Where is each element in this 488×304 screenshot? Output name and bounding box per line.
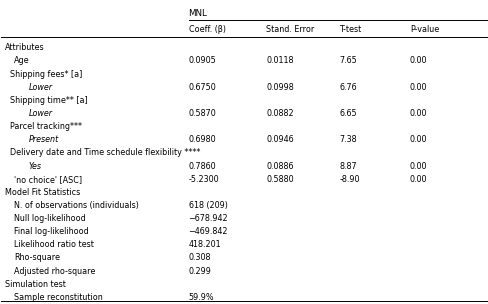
Text: 0.308: 0.308	[188, 254, 211, 262]
Text: 418.201: 418.201	[188, 240, 221, 249]
Text: 6.76: 6.76	[339, 83, 356, 92]
Text: Parcel tracking***: Parcel tracking***	[10, 122, 81, 131]
Text: 0.0886: 0.0886	[266, 161, 293, 171]
Text: 618 (209): 618 (209)	[188, 201, 227, 210]
Text: −469.842: −469.842	[188, 227, 227, 236]
Text: Adjusted rho-square: Adjusted rho-square	[14, 267, 95, 276]
Text: Shipping fees* [a]: Shipping fees* [a]	[10, 70, 82, 78]
Text: 7.65: 7.65	[339, 57, 356, 65]
Text: Lower: Lower	[29, 83, 53, 92]
Text: 0.0905: 0.0905	[188, 57, 216, 65]
Text: 0.5870: 0.5870	[188, 109, 216, 118]
Text: Attributes: Attributes	[5, 43, 45, 52]
Text: P-value: P-value	[409, 25, 438, 34]
Text: 0.6750: 0.6750	[188, 83, 216, 92]
Text: Simulation test: Simulation test	[5, 280, 66, 289]
Text: 0.00: 0.00	[409, 83, 427, 92]
Text: 0.00: 0.00	[409, 161, 427, 171]
Text: Delivery date and Time schedule flexibility ****: Delivery date and Time schedule flexibil…	[10, 148, 200, 157]
Text: 0.0118: 0.0118	[266, 57, 293, 65]
Text: Model Fit Statistics: Model Fit Statistics	[5, 188, 81, 197]
Text: N. of observations (individuals): N. of observations (individuals)	[14, 201, 139, 210]
Text: Coeff. (β): Coeff. (β)	[188, 25, 225, 34]
Text: 8.87: 8.87	[339, 161, 356, 171]
Text: Sample reconstitution: Sample reconstitution	[14, 293, 102, 302]
Text: Age: Age	[14, 57, 30, 65]
Text: 7.38: 7.38	[339, 135, 356, 144]
Text: Final log-likelihood: Final log-likelihood	[14, 227, 89, 236]
Text: Present: Present	[29, 135, 59, 144]
Text: Yes: Yes	[29, 161, 41, 171]
Text: 0.00: 0.00	[409, 57, 427, 65]
Text: 0.00: 0.00	[409, 109, 427, 118]
Text: 0.0946: 0.0946	[266, 135, 293, 144]
Text: 0.5880: 0.5880	[266, 174, 293, 184]
Text: Stand. Error: Stand. Error	[266, 25, 314, 34]
Text: 6.65: 6.65	[339, 109, 356, 118]
Text: -5.2300: -5.2300	[188, 174, 219, 184]
Text: 0.7860: 0.7860	[188, 161, 216, 171]
Text: Likelihood ratio test: Likelihood ratio test	[14, 240, 94, 249]
Text: Rho-square: Rho-square	[14, 254, 60, 262]
Text: 'no choice' [ASC]: 'no choice' [ASC]	[14, 174, 82, 184]
Text: −678.942: −678.942	[188, 214, 228, 223]
Text: 0.6980: 0.6980	[188, 135, 216, 144]
Text: 0.00: 0.00	[409, 135, 427, 144]
Text: 0.0882: 0.0882	[266, 109, 293, 118]
Text: 0.00: 0.00	[409, 174, 427, 184]
Text: 0.299: 0.299	[188, 267, 211, 276]
Text: 0.0998: 0.0998	[266, 83, 293, 92]
Text: Lower: Lower	[29, 109, 53, 118]
Text: T-test: T-test	[339, 25, 361, 34]
Text: Null log-likelihood: Null log-likelihood	[14, 214, 85, 223]
Text: 59.9%: 59.9%	[188, 293, 214, 302]
Text: -8.90: -8.90	[339, 174, 359, 184]
Text: Shipping time** [a]: Shipping time** [a]	[10, 96, 87, 105]
Text: MNL: MNL	[188, 9, 207, 18]
